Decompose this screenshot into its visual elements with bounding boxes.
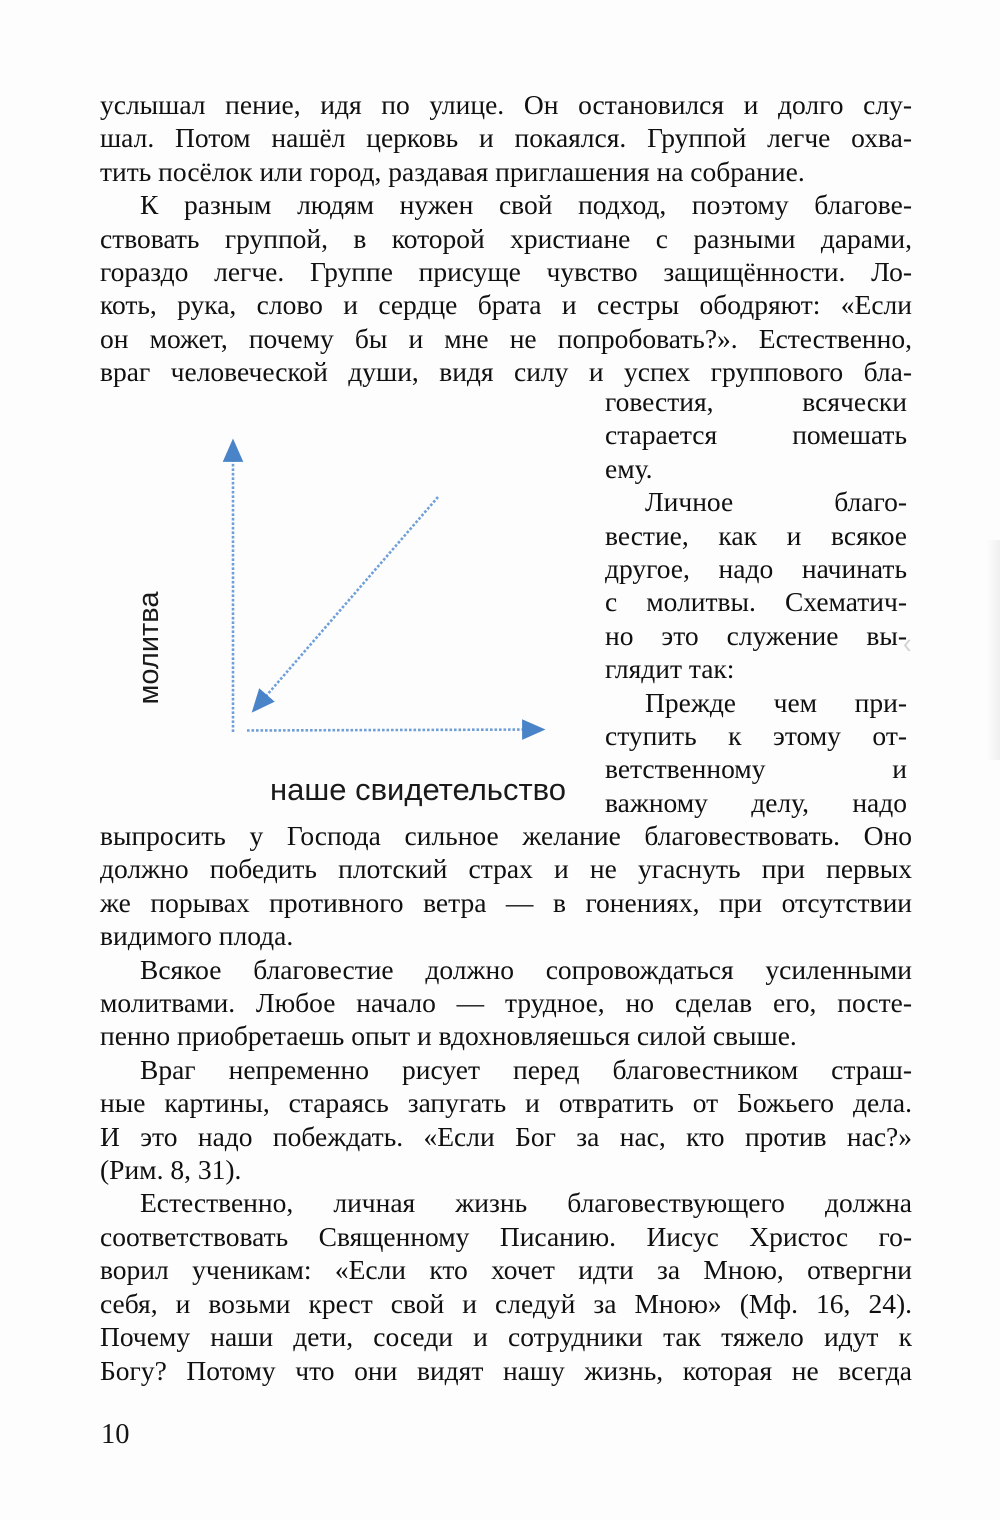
text-line: другое, надо начинать	[605, 553, 907, 585]
text-line: вестие, как и всякое	[605, 519, 907, 551]
y-axis-label: молитва	[133, 591, 165, 705]
axes-diagram-svg: молитва наше свидетельство	[133, 438, 566, 807]
text-line: ветственному и	[605, 753, 907, 785]
text-line: Богу? Потому что они видят нашу жизнь, к…	[100, 1354, 912, 1386]
text-line: ные картины, стараясь запугать и отврати…	[100, 1087, 912, 1119]
text-line: ему.	[605, 452, 653, 484]
text-line: себя, и возьми крест свой и следуй за Мн…	[100, 1287, 912, 1319]
text-line: Враг непременно рисует перед благовестни…	[140, 1053, 912, 1085]
text-line: враг человеческой души, видя силу и успе…	[100, 356, 912, 388]
body-text-bottom: выпросить у Господа сильное желание благ…	[100, 819, 912, 1387]
prayer-witness-diagram: молитва наше свидетельство	[100, 410, 600, 810]
body-text-wrap-column: говестия, всячески старается помешать ему.…	[605, 385, 907, 819]
text-line: выпросить у Господа сильное желание благ…	[100, 820, 912, 851]
text-line: К разным людям нужен свой подход, поэтом…	[140, 189, 912, 221]
scan-edge-shading	[986, 540, 1000, 760]
text-line: с молитвы. Схематич-	[605, 586, 907, 618]
body-text-top: услышал пение, идя по улице. Он останови…	[100, 88, 912, 389]
text-line: Всякое благовестие должно сопровождаться…	[140, 953, 912, 985]
text-line: Естественно, личная жизнь благовествующе…	[140, 1187, 912, 1219]
text-line: ступить к этому от-	[605, 720, 907, 752]
text-line: Личное благо-	[645, 486, 907, 518]
text-line: важному делу, надо	[605, 786, 907, 818]
text-line: он может, почему бы и мне не попробовать…	[100, 322, 912, 354]
text-line: пенно приобретаешь опыт и вдохновляешься…	[100, 1020, 797, 1052]
text-line: И это надо побеждать. «Если Бог за нас, …	[100, 1120, 912, 1152]
text-line: глядит так:	[605, 653, 735, 685]
text-line: видимого плода.	[100, 920, 294, 952]
text-line: же порывах противного ветра — в гонениях…	[100, 886, 912, 918]
text-line: шал. Потом нашёл церковь и покаялся. Гру…	[100, 122, 912, 154]
x-axis-arrow	[246, 719, 546, 740]
text-line: Прежде чем при-	[645, 686, 907, 718]
text-line: коть, рука, слово и сердце брата и сестр…	[100, 289, 912, 321]
x-axis-label: наше свидетельство	[270, 772, 566, 807]
text-line: но это служение вы-	[605, 619, 907, 651]
scan-artifact-mark: ‹	[903, 626, 912, 660]
text-line: должно победить плотский страх и не угас…	[100, 853, 912, 885]
text-line: услышал пение, идя по улице. Он останови…	[100, 89, 912, 120]
text-line: говестия, всячески	[605, 386, 907, 417]
text-line: гораздо легче. Группе присуще чувство за…	[100, 256, 912, 288]
text-line: соответствовать Священному Писанию. Иису…	[100, 1220, 912, 1252]
text-line: ворил ученикам: «Если кто хочет идти за …	[100, 1254, 912, 1286]
text-line: старается помешать	[605, 419, 907, 451]
text-line: тить посёлок или город, раздавая приглаш…	[100, 155, 805, 187]
text-line: Почему наши дети, соседи и сотрудники та…	[100, 1321, 912, 1353]
diagonal-arrow	[251, 496, 439, 713]
text-line: (Рим. 8, 31).	[100, 1154, 242, 1186]
text-line: молитвами. Любое начало — трудное, но сд…	[100, 987, 912, 1019]
text-line: ствовать группой, в которой христиане с …	[100, 222, 912, 254]
page-number: 10	[101, 1419, 130, 1450]
